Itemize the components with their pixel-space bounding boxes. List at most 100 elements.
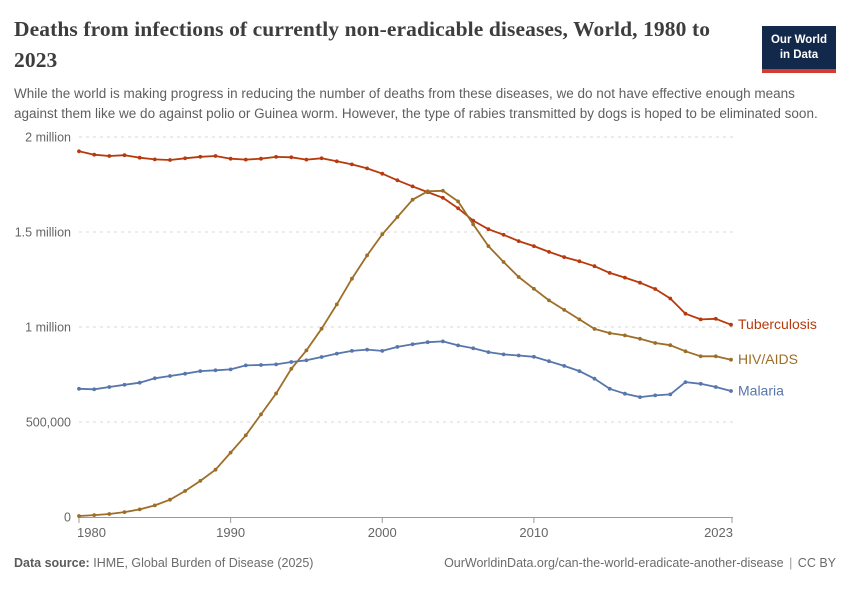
data-point-malaria xyxy=(441,339,445,343)
x-tick-label: 2000 xyxy=(368,525,397,540)
data-point-tuberculosis xyxy=(653,286,658,291)
data-point-tuberculosis xyxy=(289,154,294,159)
data-point-hiv-aids xyxy=(259,412,263,416)
series-line-hiv-aids xyxy=(78,189,732,517)
data-point-malaria xyxy=(471,345,476,350)
data-point-hiv-aids xyxy=(334,302,339,306)
data-point-hiv-aids xyxy=(547,298,551,302)
data-point-hiv-aids xyxy=(77,513,81,518)
data-point-malaria xyxy=(137,380,142,385)
data-point-malaria xyxy=(334,351,339,356)
data-point-hiv-aids xyxy=(380,231,385,236)
owid-static-chart: Deaths from infections of currently non-… xyxy=(0,14,850,614)
data-point-tuberculosis xyxy=(319,155,324,160)
data-point-malaria xyxy=(152,375,157,380)
data-point-malaria xyxy=(319,354,324,359)
data-point-tuberculosis xyxy=(456,205,460,210)
data-point-hiv-aids xyxy=(638,336,642,341)
data-point-tuberculosis xyxy=(122,152,127,157)
logo-line-1: Our World xyxy=(770,34,827,46)
data-point-malaria xyxy=(243,363,248,367)
series-label-tuberculosis: Tuberculosis xyxy=(738,316,817,332)
data-point-hiv-aids xyxy=(228,450,233,455)
data-point-hiv-aids xyxy=(623,333,627,337)
data-point-tuberculosis xyxy=(107,153,112,158)
data-point-hiv-aids xyxy=(365,253,369,257)
data-point-malaria xyxy=(486,349,491,354)
data-point-malaria xyxy=(698,381,703,386)
data-point-hiv-aids xyxy=(107,511,112,516)
data-point-hiv-aids xyxy=(441,188,445,193)
data-point-malaria xyxy=(623,391,627,396)
data-point-tuberculosis xyxy=(577,258,582,263)
data-point-malaria xyxy=(683,379,688,384)
data-point-malaria xyxy=(410,341,415,346)
data-point-tuberculosis xyxy=(304,157,309,162)
data-point-tuberculosis xyxy=(607,270,612,275)
owid-logo: Our World in Data xyxy=(761,26,836,73)
data-point-hiv-aids xyxy=(243,432,248,437)
data-point-tuberculosis xyxy=(168,157,172,162)
data-point-hiv-aids xyxy=(274,391,278,395)
data-point-hiv-aids xyxy=(183,488,188,493)
data-point-tuberculosis xyxy=(516,238,521,243)
data-point-tuberculosis xyxy=(152,157,157,161)
chart-footer: Data source: IHME, Global Burden of Dise… xyxy=(0,547,850,570)
line-chart-canvas: 0 500,000 1 million 1.5 million 2 million 198… xyxy=(15,130,817,540)
x-tick-label: 2010 xyxy=(519,525,548,540)
data-point-malaria xyxy=(289,359,294,364)
data-point-hiv-aids xyxy=(410,197,415,202)
data-point-malaria xyxy=(168,373,172,378)
data-point-hiv-aids xyxy=(668,342,673,347)
data-point-hiv-aids xyxy=(592,326,597,331)
data-point-malaria xyxy=(592,376,597,381)
x-tick-label: 1990 xyxy=(216,525,245,540)
data-point-malaria xyxy=(77,386,81,391)
data-point-malaria xyxy=(577,368,582,373)
data-point-hiv-aids xyxy=(501,259,506,264)
data-point-malaria xyxy=(501,352,506,356)
data-point-tuberculosis xyxy=(365,166,369,170)
data-source-label: Data source: xyxy=(14,555,90,570)
data-point-tuberculosis xyxy=(213,153,218,158)
data-point-hiv-aids xyxy=(350,276,354,281)
data-point-tuberculosis xyxy=(623,275,627,280)
data-point-tuberculosis xyxy=(380,171,385,176)
attribution: OurWorldinData.org/can-the-world-eradica… xyxy=(444,556,836,570)
data-point-tuberculosis xyxy=(183,155,188,160)
data-point-hiv-aids xyxy=(289,366,294,371)
data-point-malaria xyxy=(107,384,112,389)
data-point-malaria xyxy=(607,386,612,391)
y-tick-label: 500,000 xyxy=(26,415,71,429)
data-point-tuberculosis xyxy=(259,156,263,161)
data-point-malaria xyxy=(304,357,309,362)
data-point-malaria xyxy=(713,384,718,389)
data-point-malaria xyxy=(259,362,263,367)
data-point-malaria xyxy=(562,363,567,368)
data-point-malaria xyxy=(456,343,460,347)
chart-subtitle: While the world is making progress in re… xyxy=(14,86,818,122)
data-point-hiv-aids xyxy=(395,214,400,219)
data-point-hiv-aids xyxy=(653,340,658,345)
data-point-tuberculosis xyxy=(441,195,445,200)
attribution-separator: | xyxy=(789,555,793,570)
data-point-hiv-aids xyxy=(486,243,491,248)
data-point-malaria xyxy=(425,339,430,344)
data-source: Data source: IHME, Global Burden of Dise… xyxy=(14,556,313,570)
series-line-tuberculosis xyxy=(78,149,732,326)
data-point-tuberculosis xyxy=(501,232,506,237)
series-line-malaria xyxy=(78,340,732,398)
data-point-malaria xyxy=(183,371,188,376)
y-tick-label: 0 xyxy=(64,510,71,524)
data-point-malaria xyxy=(547,358,551,363)
data-point-tuberculosis xyxy=(592,263,597,268)
data-point-hiv-aids xyxy=(471,222,476,226)
logo-line-2: in Data xyxy=(779,48,819,61)
data-point-tuberculosis xyxy=(698,317,703,321)
series-label-malaria: Malaria xyxy=(738,382,784,398)
series-label-hiv-aids: HIV/AIDS xyxy=(738,351,798,367)
data-point-hiv-aids xyxy=(137,507,142,511)
data-point-malaria xyxy=(365,347,369,352)
data-point-hiv-aids xyxy=(319,326,324,331)
x-tick-label: 2023 xyxy=(704,525,733,540)
